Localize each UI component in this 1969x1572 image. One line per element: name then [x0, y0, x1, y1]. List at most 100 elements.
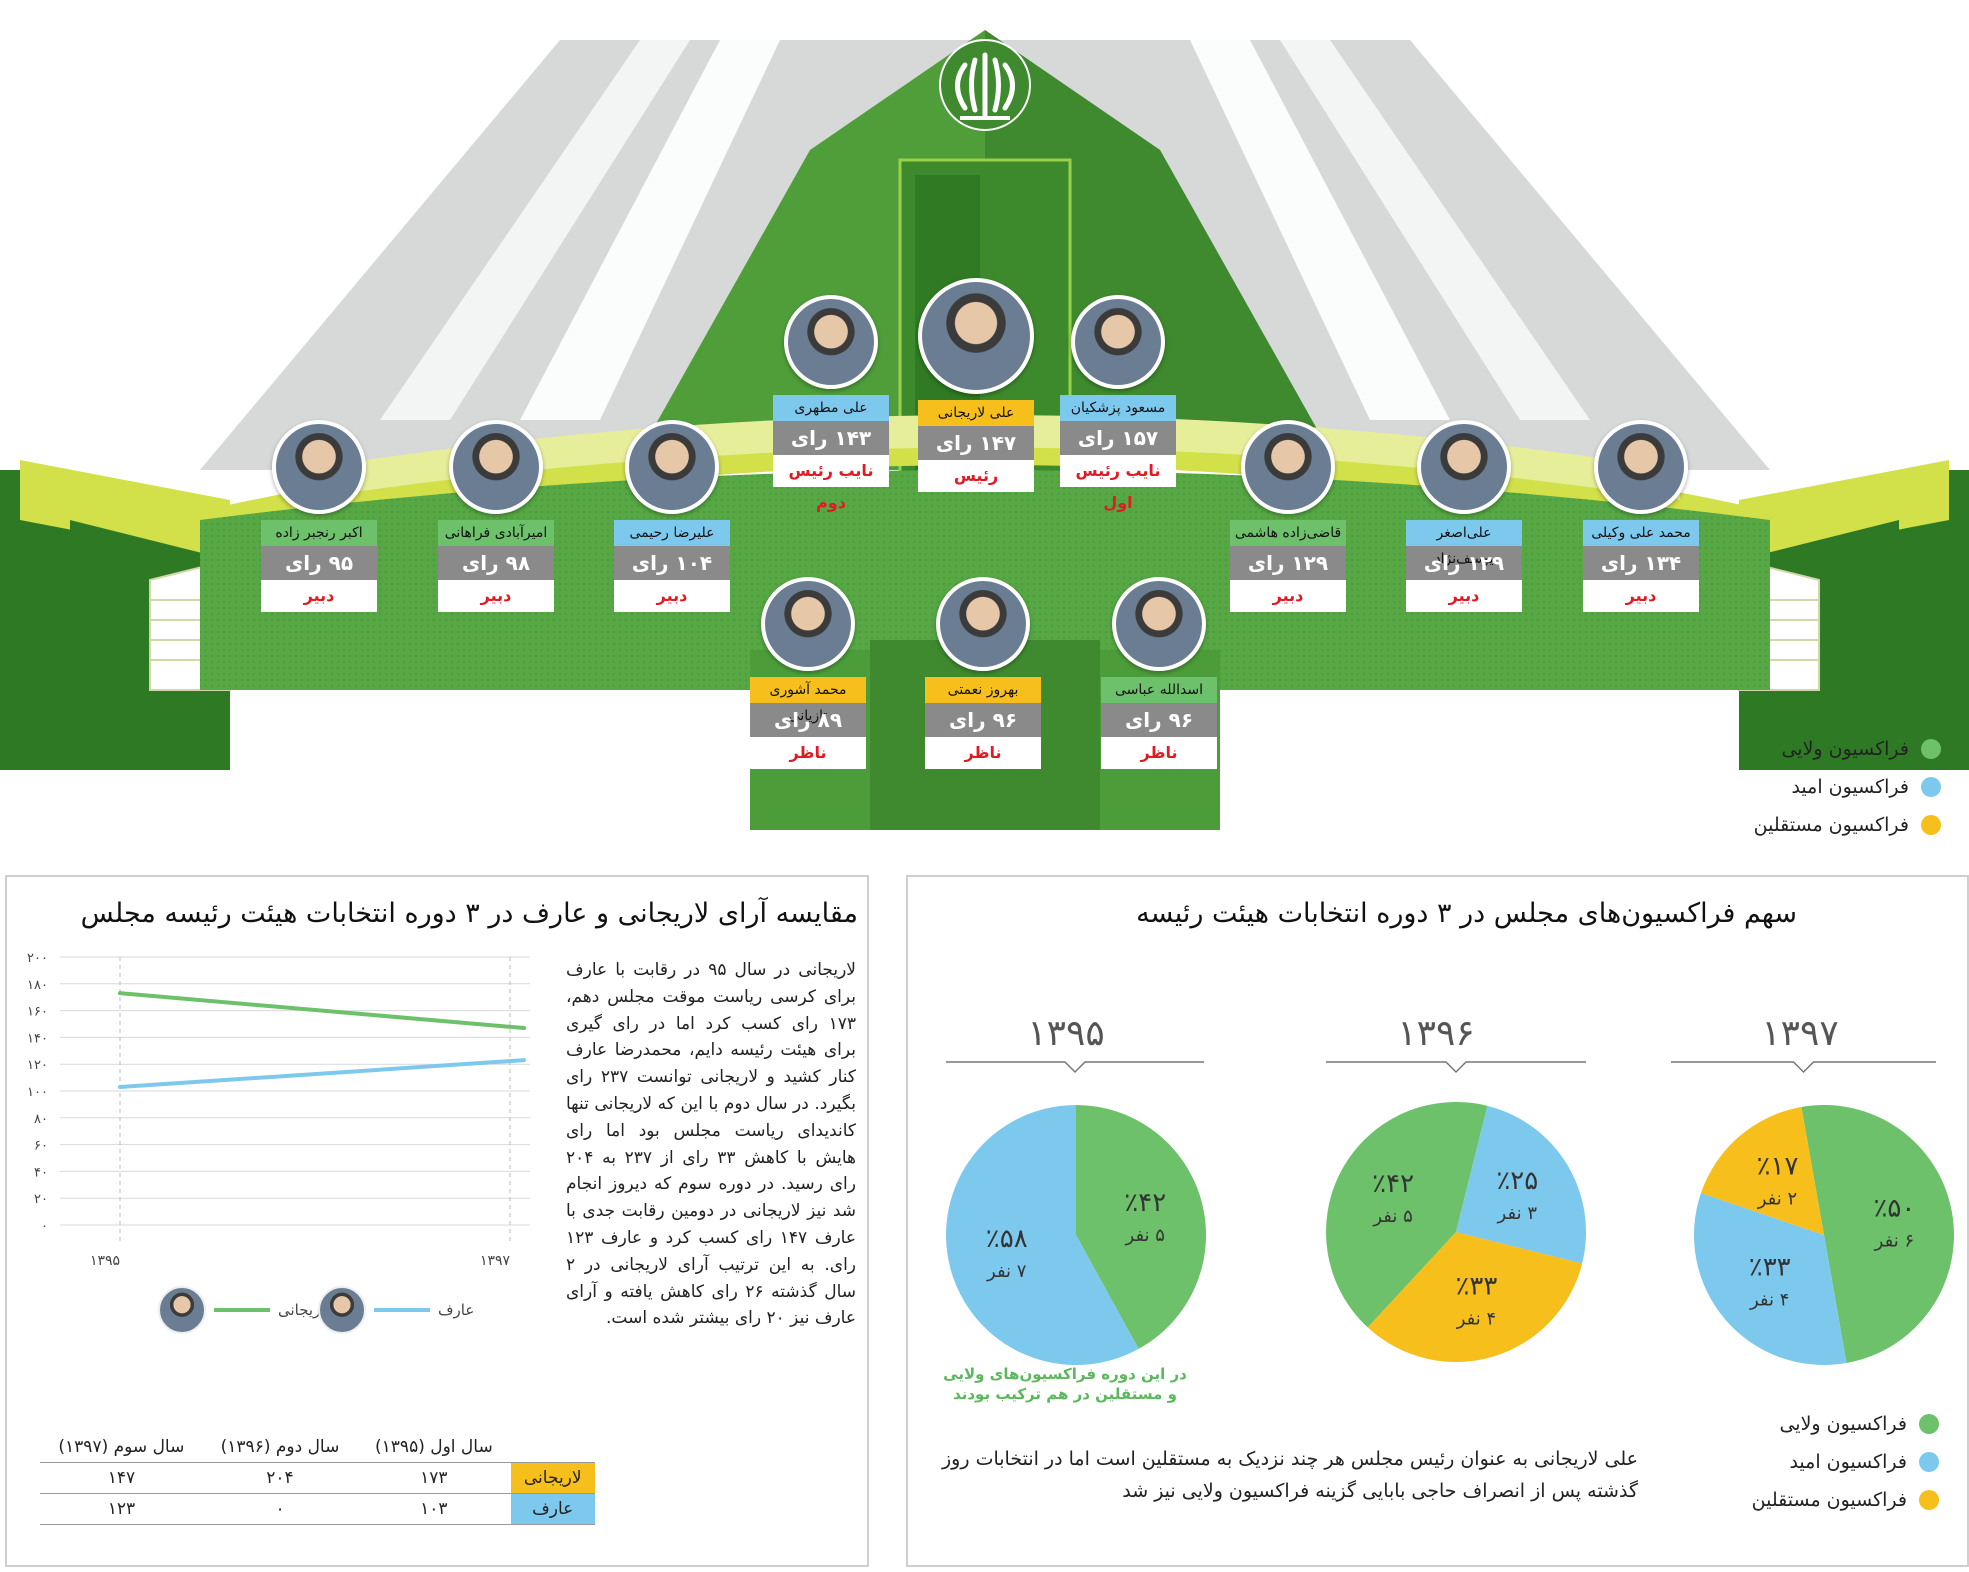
pie-year-1397: ۱۳۹۷ [1761, 1013, 1839, 1054]
member-role: دبیر [614, 580, 730, 612]
member-votes: ۹۸ رای [438, 546, 554, 580]
chart-grid [60, 956, 530, 1245]
member-votes: ۱۳۴ رای [1583, 546, 1699, 580]
pie-slice [1700, 1106, 1824, 1235]
chart-series [118, 991, 526, 1089]
green-dot-icon [1919, 1414, 1939, 1434]
member-name: علی‌اصغر یوسف‌نژاد [1406, 520, 1522, 567]
avatar [1417, 420, 1511, 514]
avatar [449, 420, 543, 514]
pie-slice [1367, 1232, 1583, 1362]
line-legend-larijani: لاریجانی [158, 1286, 329, 1334]
pie-count-label: ۴ نفر [1456, 1309, 1496, 1330]
legend-label: فراکسیون ولایی [1779, 1413, 1907, 1435]
avatar [272, 420, 366, 514]
faction-share-title: سهم فراکسیون‌های مجلس در ۳ دوره انتخابات… [1136, 898, 1797, 929]
yellow-dot-icon [1919, 1490, 1939, 1510]
pie-count-label: ۶ نفر [1874, 1231, 1914, 1252]
y-tick-label: ۲۰ [34, 1192, 48, 1207]
pie-caption: در این دوره فراکسیون‌های ولایی و مستقلین… [943, 1365, 1187, 1403]
pie-slice [1801, 1105, 1954, 1364]
legend-label: فراکسیون مستقلین [1753, 814, 1909, 836]
legend-item-velayi: فراکسیون ولایی [1752, 1405, 1939, 1443]
avatar [936, 577, 1030, 671]
avatar [1594, 420, 1688, 514]
pie-chart-1397: ٪۵۰ ۶ نفر ٪۳۳ ۴ نفر ٪۱۷ ۲ نفر [1694, 1105, 1954, 1365]
member-name: مسعود پزشکیان [1060, 395, 1176, 421]
member-votes: ۱۲۹ رای [1406, 546, 1522, 580]
pie-percent-label: ٪۴۲ [1124, 1188, 1166, 1218]
legend-item-velayi: فراکسیون ولایی [1754, 730, 1941, 768]
comparison-text: لاریجانی در سال ۹۵ در رقابت با عارف برای… [566, 960, 857, 1329]
member-card-secretary: اکبر رنجبر زاده ۹۵ رای دبیر [261, 420, 377, 612]
member-role: نایب رئیس دوم [773, 455, 889, 512]
pie-percent-label: ٪۳۳ [1749, 1253, 1791, 1283]
member-name: علی لاریجانی [918, 400, 1034, 426]
avatar [318, 1286, 366, 1334]
member-card-second-deputy: علی مطهری ۱۴۳ رای نایب رئیس دوم [773, 295, 889, 512]
member-name: محمد علی وکیلی [1583, 520, 1699, 546]
member-card-secretary: علی‌اصغر یوسف‌نژاد ۱۲۹ رای دبیر [1406, 420, 1522, 612]
table-header: سال دوم (۱۳۹۶) [202, 1432, 358, 1463]
y-tick-label: ۰ [41, 1219, 48, 1234]
y-axis: ۰ ۲۰ ۴۰ ۶۰ ۸۰ ۱۰۰ ۱۲۰ ۱۴۰ ۱۶۰ ۱۸۰ ۲۰۰ [27, 951, 48, 1234]
line-legend-aref: عارف [318, 1286, 474, 1334]
row-label: عارف [510, 1493, 595, 1525]
pie-percent-label: ٪۳۳ [1455, 1272, 1497, 1302]
legend-label: فراکسیون امید [1791, 776, 1909, 798]
y-tick-label: ۱۲۰ [27, 1058, 48, 1073]
table-cell: ۱۰۳ [357, 1493, 511, 1525]
member-card-observer: اسدالله عباسی ۹۶ رای ناظر [1101, 577, 1217, 769]
y-tick-label: ۲۰۰ [27, 951, 48, 966]
member-name: علی مطهری [773, 395, 889, 421]
member-role: دبیر [261, 580, 377, 612]
pie-percent-label: ٪۲۵ [1496, 1166, 1538, 1196]
member-role: ناظر [925, 737, 1041, 769]
year-divider [946, 1061, 1204, 1074]
y-tick-label: ۱۴۰ [27, 1031, 48, 1046]
pie-chart-1395: ٪۴۲ ۵ نفر ٪۵۸ ۷ نفر [946, 1105, 1206, 1365]
table-header-blank [510, 1432, 595, 1463]
pie-slice [946, 1105, 1139, 1365]
member-votes: ۱۵۷ رای [1060, 421, 1176, 455]
legend-label: فراکسیون مستقلین [1751, 1489, 1907, 1511]
member-role: ناظر [750, 737, 866, 769]
pie-slice [1694, 1193, 1847, 1365]
y-tick-label: ۶۰ [34, 1139, 48, 1154]
table-row: عارف ۱۰۳ ۰ ۱۲۳ [40, 1493, 595, 1525]
series-line [118, 1058, 526, 1089]
avatar [918, 278, 1034, 394]
y-tick-label: ۱۶۰ [27, 1005, 48, 1020]
pie-count-label: ۴ نفر [1749, 1290, 1789, 1311]
row-label: لاریجانی [510, 1462, 595, 1494]
avatar [1112, 577, 1206, 671]
pie-slice [1326, 1102, 1488, 1328]
member-card-president: علی لاریجانی ۱۴۷ رای رئیس [918, 278, 1034, 492]
y-tick-label: ۴۰ [34, 1165, 48, 1180]
pie-year-1395: ۱۳۹۵ [1027, 1013, 1105, 1054]
pie-percent-label: ٪۵۸ [986, 1224, 1028, 1254]
year-divider [1671, 1061, 1936, 1074]
member-votes: ۹۶ رای [1101, 703, 1217, 737]
member-votes: ۱۲۹ رای [1230, 546, 1346, 580]
member-role: دبیر [1583, 580, 1699, 612]
parliament-illustration: علی لاریجانی ۱۴۷ رای رئیس مسعود پزشکیان … [0, 30, 1969, 844]
table-row: لاریجانی ۱۷۳ ۲۰۴ ۱۴۷ [40, 1462, 595, 1494]
y-tick-label: ۸۰ [34, 1112, 48, 1127]
y-tick-label: ۱۸۰ [27, 978, 48, 993]
green-dot-icon [1921, 739, 1941, 759]
member-card-secretary: علیرضا رحیمی ۱۰۴ رای دبیر [614, 420, 730, 612]
legend-item-mostaghel: فراکسیون مستقلین [1754, 806, 1941, 844]
pie-percent-label: ٪۱۷ [1757, 1152, 1799, 1182]
avatar [1071, 295, 1165, 389]
pie-count-label: ۵ نفر [1372, 1206, 1412, 1227]
x-tick-label: ۱۳۹۵ [90, 1253, 120, 1269]
member-name: قاضی‌زاده هاشمی [1230, 520, 1346, 546]
table-header: سال سوم (۱۳۹۷) [40, 1432, 203, 1463]
faction-note: علی لاریجانی به عنوان رئیس مجلس هر چند ن… [942, 1448, 1638, 1502]
pie-chart-1396: ٪۳۳ ۴ نفر ٪۴۲ ۵ نفر ٪۲۵ ۳ نفر [1326, 1102, 1586, 1362]
comparison-title: مقایسه آرای لاریجانی و عارف در ۳ دوره ان… [80, 898, 858, 929]
iran-emblem-icon [939, 39, 1031, 131]
blue-dot-icon [1919, 1452, 1939, 1472]
table-header-row: سال اول (۱۳۹۵) سال دوم (۱۳۹۶) سال سوم (۱… [40, 1432, 595, 1463]
